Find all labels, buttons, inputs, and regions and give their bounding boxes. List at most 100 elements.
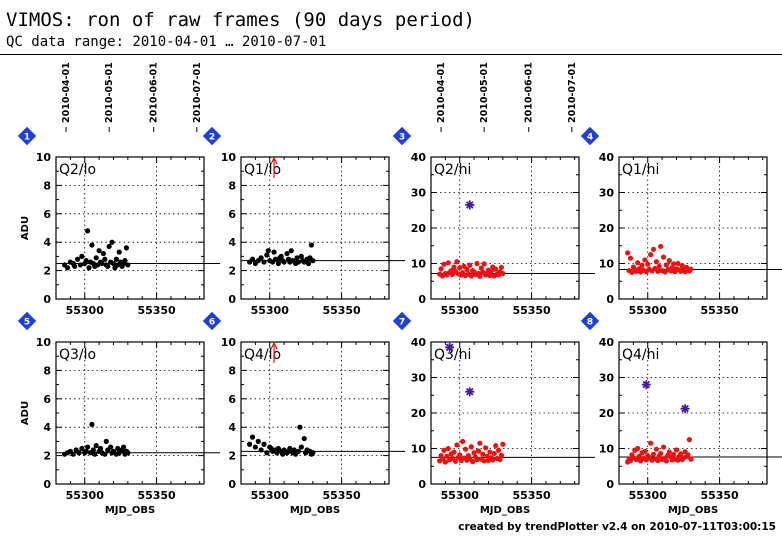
panel-7-point-42 (497, 456, 503, 463)
panel-1-point-38 (125, 262, 131, 268)
panel-1-frame (55, 156, 205, 300)
panel-1-point-10 (85, 228, 91, 234)
panel-1-point-20 (99, 260, 105, 267)
page-title: VIMOS: ron of raw frames (90 days period… (6, 9, 475, 31)
panel-6-point-23 (297, 424, 303, 430)
panel-1-point-24 (105, 263, 111, 269)
panel-7-point-16 (460, 438, 466, 444)
panel-7-xtick-label-0: 55300 (441, 489, 480, 502)
panel-5-point-28 (120, 444, 127, 450)
panel-5-point-21 (108, 444, 114, 450)
panel-1-ylabel: ADU (20, 216, 31, 240)
panel-2-arrow-head (270, 156, 278, 165)
panel-4-point-44 (688, 266, 694, 272)
panel-5-point-3 (70, 451, 76, 457)
panel-7-point-22 (468, 444, 474, 450)
panel-7-ytick-label-2: 20 (411, 407, 427, 420)
panel-4-point-14 (645, 261, 651, 267)
panel-4-point-31 (669, 265, 675, 271)
panel-2-point-32 (310, 258, 316, 264)
panel-1-point-25 (106, 243, 112, 250)
panel-2-label: Q1/lo (244, 162, 281, 178)
panel-1-ytick-label-4: 8 (43, 179, 51, 192)
panel-2-point-7 (265, 248, 271, 254)
panel-8-point-37 (678, 451, 684, 457)
panel-1-badge (17, 126, 37, 146)
panel-5-point-16 (97, 445, 104, 452)
panel-5-ytick-label-2: 4 (43, 421, 51, 434)
panel-2-ytick-label-4: 8 (228, 179, 236, 192)
panel-6-label: Q4/lo (244, 347, 281, 363)
panel-2-point-14 (278, 253, 284, 259)
panel-7-point-31 (481, 458, 487, 464)
panel-7-ytick-label-0: 0 (418, 478, 426, 491)
panel-1-ytick-label-5: 10 (36, 151, 52, 164)
panel-3-point-19 (464, 266, 470, 273)
panel-6-point-30 (310, 450, 316, 456)
panel-6-point-14 (280, 451, 286, 457)
panel-6-xtick-label-1: 55350 (322, 489, 361, 502)
panel-1-point-16 (93, 255, 99, 261)
panel-8-point-44 (688, 456, 694, 462)
panel-6-point-2 (252, 444, 258, 450)
panel-5-point-8 (83, 448, 89, 454)
panel-4-point-32 (671, 261, 677, 267)
panel-2-point-16 (281, 259, 287, 265)
panel-1-point-9 (83, 258, 89, 264)
panel-4-xtick-label-1: 55350 (700, 304, 739, 317)
panel-7-point-33 (484, 453, 490, 459)
panel-2-point-17 (284, 250, 290, 257)
panel-7-point-14 (457, 452, 463, 458)
panel-8-point-42 (685, 452, 691, 458)
panel-1-xtick-label-0: 55300 (66, 304, 105, 317)
panel-6-point-4 (258, 447, 264, 453)
panel-2-ytick-label-1: 2 (228, 265, 236, 278)
panel-7-outlier-1 (465, 387, 475, 397)
panel-3-label: Q2/hi (434, 162, 471, 178)
panel-3-ytick-label-2: 20 (411, 222, 427, 235)
panel-6-point-5 (261, 441, 267, 447)
panel-7-point-4 (442, 459, 448, 465)
panel-6-ytick-label-0: 0 (228, 478, 236, 491)
panel-1-label: Q2/lo (59, 162, 96, 178)
panel-5-point-25 (115, 445, 121, 452)
panel-8-point-27 (663, 458, 670, 464)
panel-2-point-23 (294, 255, 300, 261)
panel-7-point-39 (493, 443, 499, 449)
panel-3-point-26 (474, 260, 480, 267)
panel-1-point-36 (122, 258, 128, 264)
panel-2-badge (202, 126, 222, 146)
panel-3-badge (392, 126, 412, 146)
panel-4-point-18 (650, 246, 657, 252)
panel-1-point-30 (113, 256, 119, 262)
panel-7-badge (392, 311, 412, 331)
panel-3-point-39 (493, 266, 499, 272)
panel-3-point-6 (445, 260, 451, 266)
panel-7-xlabel: MJD_OBS (480, 505, 530, 516)
panel-8-badge (580, 311, 600, 331)
panel-5-point-11 (89, 421, 95, 427)
panel-3-frame (430, 156, 580, 300)
panel-3-xtick-label-1: 55350 (512, 304, 551, 317)
panel-6-ytick-label-1: 2 (228, 450, 236, 463)
panel-1-date-label-2: 2010-06-01 (149, 62, 160, 123)
panel-4-point-23 (658, 243, 664, 250)
panel-1-badge-number: 1 (24, 133, 30, 143)
panel-6-ytick-label-2: 4 (228, 421, 236, 434)
panel-4-xtick-label-0: 55300 (629, 304, 668, 317)
panel-2-point-12 (275, 260, 281, 267)
panel-2-point-4 (258, 255, 264, 261)
panel-4-ytick-label-1: 10 (599, 258, 615, 271)
panel-1-ytick-label-2: 4 (43, 236, 51, 249)
panel-8-point-25 (660, 444, 667, 450)
panel-4-point-2 (627, 255, 634, 261)
panel-3-point-14 (457, 265, 463, 271)
panel-2-xtick-label-0: 55300 (251, 304, 290, 317)
panel-4-ytick-label-0: 0 (606, 293, 614, 306)
panel-6-point-1 (249, 434, 256, 440)
panel-8-label: Q4/hi (622, 347, 659, 363)
panel-7-point-12 (454, 442, 460, 448)
footer-credit: created by trendPlotter v2.4 on 2010-07-… (458, 521, 776, 533)
panel-4-point-25 (660, 254, 667, 260)
panel-7-point-32 (483, 445, 489, 451)
